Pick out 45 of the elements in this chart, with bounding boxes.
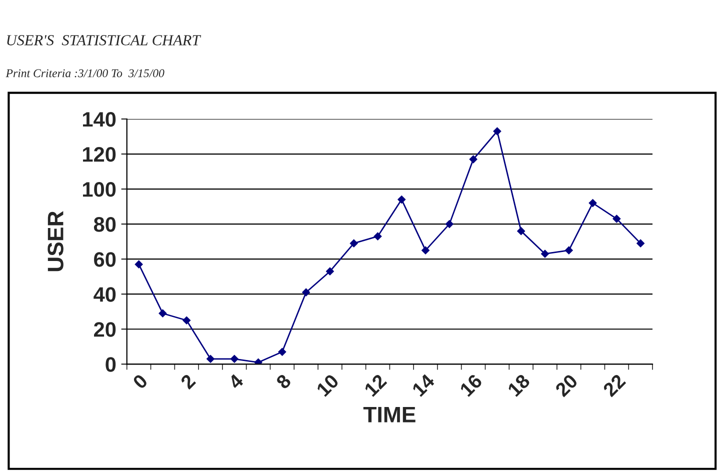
- point: [374, 232, 382, 240]
- point: [230, 354, 238, 363]
- point: [564, 246, 573, 254]
- point: [326, 267, 334, 276]
- x-axis-title: TIME: [363, 406, 416, 422]
- x-tick-label: 10: [316, 373, 340, 397]
- x-tick-label: 22: [602, 373, 626, 398]
- x-tick-label: 18: [507, 373, 531, 397]
- point: [541, 250, 549, 258]
- chart-title: USER'S STATISTICAL CHART: [7, 35, 202, 46]
- y-tick-label: 60: [94, 252, 116, 267]
- x-tick-label: 16: [459, 373, 483, 397]
- chart-subtitle: Print Criteria :3/1/00 To 3/15/00: [6, 69, 164, 78]
- y-axis-title: USER: [48, 211, 64, 272]
- point: [636, 239, 645, 248]
- point: [445, 220, 454, 228]
- x-tick-label: 8: [275, 373, 292, 390]
- x-tick-label: 4: [227, 373, 244, 390]
- x-tick-label: 2: [180, 373, 196, 390]
- point: [158, 309, 167, 318]
- x-tick-label: 12: [364, 373, 388, 397]
- point: [517, 227, 526, 236]
- point: [493, 127, 502, 136]
- y-tick-label: 80: [94, 217, 116, 232]
- point: [134, 260, 143, 268]
- x-tick-label: 0: [132, 373, 148, 390]
- point: [206, 354, 214, 363]
- y-tick-label: 120: [83, 147, 116, 162]
- y-tick-label: 40: [94, 287, 116, 302]
- point: [398, 196, 406, 204]
- y-tick-label: 20: [94, 322, 116, 337]
- x-tick-label: 14: [412, 373, 436, 397]
- point: [278, 348, 286, 356]
- point: [254, 358, 262, 364]
- point: [469, 155, 478, 164]
- point: [422, 246, 430, 254]
- point: [350, 239, 358, 248]
- point: [182, 316, 191, 324]
- point: [612, 214, 621, 223]
- y-tick-label: 100: [83, 182, 116, 197]
- point: [588, 199, 597, 208]
- y-tick-label: 140: [83, 112, 116, 127]
- point: [302, 288, 310, 296]
- x-tick-label: 20: [554, 373, 578, 398]
- y-tick-label: 0: [106, 357, 116, 372]
